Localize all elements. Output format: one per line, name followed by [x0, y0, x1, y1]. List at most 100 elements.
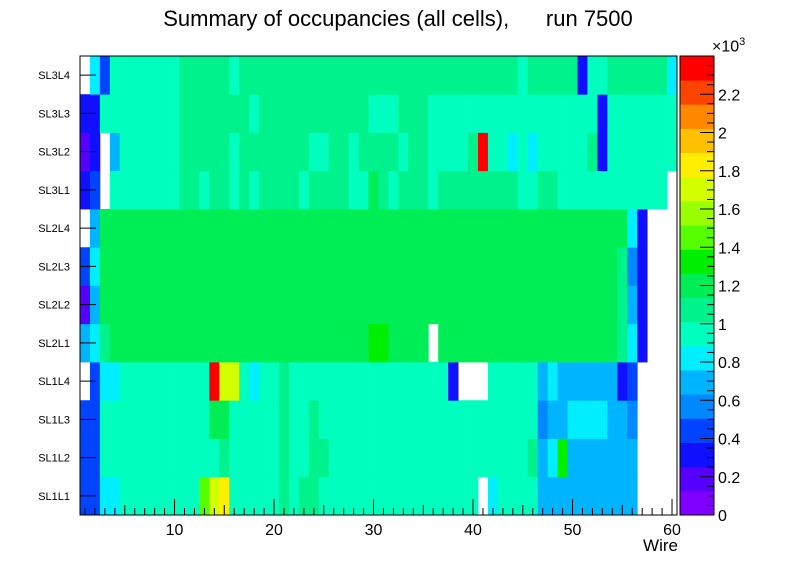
- heatmap-cell: [627, 170, 638, 210]
- heatmap-cell: [637, 132, 648, 172]
- heatmap-cell: [537, 323, 549, 363]
- heatmap-cell: [269, 56, 280, 95]
- colorbar-segment: [680, 56, 714, 81]
- heatmap-cell: [637, 285, 648, 325]
- heatmap-cell: [458, 170, 469, 210]
- heatmap-cell: [597, 132, 608, 172]
- heatmap-cell: [497, 209, 509, 248]
- heatmap-cell: [647, 170, 658, 210]
- heatmap-cell: [279, 323, 290, 363]
- x-tick-label: 60: [663, 522, 681, 539]
- heatmap-cell: [109, 247, 121, 286]
- heatmap-cell: [199, 438, 210, 478]
- heatmap-cell: [129, 170, 141, 210]
- heatmap-cell: [249, 56, 260, 95]
- heatmap-cell: [219, 132, 230, 172]
- heatmap-cell: [537, 438, 549, 478]
- heatmap-cell: [547, 209, 558, 248]
- heatmap-cell: [298, 94, 310, 133]
- heatmap-cell: [378, 170, 389, 210]
- heatmap-cell: [507, 94, 519, 133]
- heatmap-cell: [159, 209, 170, 248]
- heatmap-cell: [517, 362, 529, 401]
- heatmap-cell: [139, 170, 151, 210]
- heatmap-cell: [348, 323, 359, 363]
- heatmap-cell: [408, 400, 419, 439]
- heatmap-cell: [298, 132, 310, 172]
- heatmap-cell: [458, 438, 469, 478]
- heatmap-cell: [119, 209, 131, 248]
- heatmap-cell: [179, 209, 190, 248]
- heatmap-cell: [179, 132, 190, 172]
- colorbar-tick-label: 1.6: [718, 202, 740, 219]
- heatmap-cell: [458, 400, 469, 439]
- heatmap-cell: [288, 285, 300, 325]
- heatmap-cell: [497, 132, 509, 172]
- heatmap-cell: [159, 285, 170, 325]
- heatmap-cell: [249, 170, 260, 210]
- heatmap-cell: [537, 132, 549, 172]
- heatmap-cell: [249, 209, 260, 248]
- heatmap-cell: [487, 56, 499, 95]
- heatmap-cell: [129, 476, 141, 516]
- x-tick-label: 20: [265, 522, 283, 539]
- heatmap-cell: [139, 476, 151, 516]
- heatmap-cell: [428, 56, 439, 95]
- heatmap-cell: [269, 362, 280, 401]
- heatmap-cell: [109, 438, 121, 478]
- heatmap-cell: [418, 94, 429, 133]
- heatmap-cell: [408, 285, 419, 325]
- heatmap-cell: [318, 132, 330, 172]
- heatmap-cell: [279, 400, 290, 439]
- heatmap-cell: [388, 132, 399, 172]
- heatmap-cell: [219, 476, 230, 516]
- heatmap-cell: [298, 323, 310, 363]
- heatmap-cell: [567, 362, 578, 401]
- heatmap-cell: [298, 247, 310, 286]
- colorbar-segment: [680, 152, 714, 178]
- heatmap-cell: [597, 247, 608, 286]
- heatmap-cell: [199, 476, 210, 516]
- heatmap-cell: [109, 285, 121, 325]
- heatmap-cell: [169, 285, 180, 325]
- heatmap-cell: [507, 56, 519, 95]
- heatmap-cell: [259, 209, 270, 248]
- colorbar-segment: [680, 442, 714, 468]
- heatmap-cell: [109, 362, 121, 401]
- heatmap-cell: [288, 209, 300, 248]
- heatmap-cell: [627, 400, 638, 439]
- heatmap-cell: [348, 94, 359, 133]
- heatmap-cell: [348, 170, 359, 210]
- heatmap-cell: [428, 362, 439, 401]
- heatmap-cell: [657, 132, 668, 172]
- heatmap-cell: [537, 362, 549, 401]
- heatmap-cell: [448, 247, 459, 286]
- colorbar-tick-label: 1.4: [718, 240, 740, 257]
- heatmap-cell: [279, 438, 290, 478]
- heatmap-cell: [388, 400, 399, 439]
- heatmap-cell: [99, 209, 111, 248]
- heatmap-cell: [229, 476, 240, 516]
- heatmap-cell: [577, 170, 588, 210]
- heatmap-cell: [328, 209, 340, 248]
- heatmap-cell: [139, 94, 151, 133]
- heatmap-cell: [438, 94, 449, 133]
- heatmap-cell: [229, 400, 240, 439]
- heatmap-cell: [318, 170, 330, 210]
- heatmap-cell: [269, 285, 280, 325]
- heatmap-cell: [438, 476, 449, 516]
- colorbar-tick-label: 1: [718, 317, 727, 334]
- heatmap-cell: [448, 132, 459, 172]
- heatmap-cell: [478, 438, 489, 478]
- heatmap-cell: [517, 285, 529, 325]
- heatmap-cell: [109, 170, 121, 210]
- heatmap-cell: [507, 209, 519, 248]
- heatmap-cell: [308, 94, 320, 133]
- heatmap-cell: [288, 170, 300, 210]
- heatmap-cell: [507, 132, 519, 172]
- heatmap-cell: [487, 94, 499, 133]
- heatmap-cell: [497, 247, 509, 286]
- heatmap-cell: [448, 170, 459, 210]
- heatmap-cell: [119, 94, 131, 133]
- heatmap-cell: [129, 209, 141, 248]
